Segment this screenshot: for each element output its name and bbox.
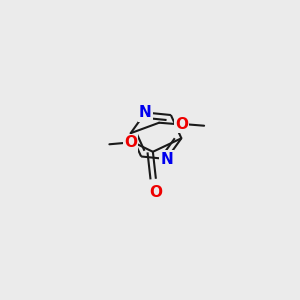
Text: O: O [175,117,188,132]
Text: N: N [160,152,173,166]
Text: O: O [124,135,137,150]
Text: N: N [139,105,152,120]
Text: O: O [149,185,162,200]
